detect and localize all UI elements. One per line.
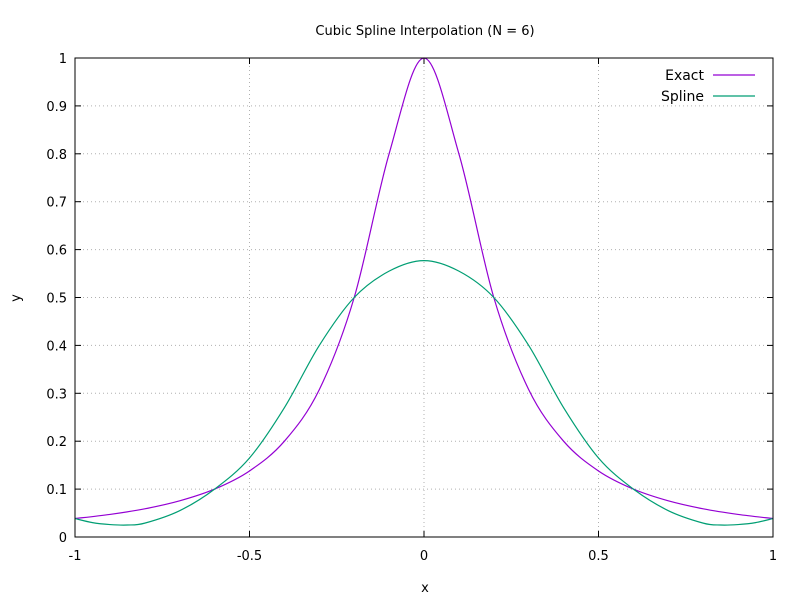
y-tick-label: 0.7: [46, 196, 67, 211]
y-tick-label: 0.2: [46, 435, 67, 450]
plot-frame: [74, 57, 774, 538]
x-tick-label: -0.5: [237, 549, 262, 564]
x-tick-label: 1: [769, 549, 777, 564]
y-tick-label: 0.4: [46, 339, 67, 354]
y-tick-label: 0.6: [46, 244, 67, 259]
chart-title: Cubic Spline Interpolation (N = 6): [315, 24, 534, 39]
tick-labels: 0 0.1 0.2 0.3 0.4 0.5 0.6 0.7 0.8 0.9 1 -1 -0.5 0 0.5 1: [46, 52, 777, 564]
y-tick-label: 0.8: [46, 148, 67, 163]
x-tick-label: -1: [69, 549, 82, 564]
x-axis-label: x: [421, 581, 429, 596]
y-tick-label: 0.1: [46, 483, 67, 498]
y-tick-label: 0.5: [46, 292, 67, 307]
grid-lines: [75, 58, 773, 537]
legend-label-spline: Spline: [661, 89, 704, 105]
series-line-exact: [74, 57, 774, 520]
y-tick-label: 0: [59, 531, 67, 546]
y-axis-label: y: [9, 294, 24, 302]
legend: Exact Spline: [661, 68, 755, 105]
y-tick-label: 0.3: [46, 387, 67, 402]
legend-label-exact: Exact: [665, 68, 704, 84]
series-line-spline: [74, 260, 774, 526]
x-tick-label: 0: [420, 549, 428, 564]
x-tick-label: 0.5: [588, 549, 609, 564]
y-tick-label: 0.9: [46, 100, 67, 115]
series-layer: [74, 57, 774, 526]
y-tick-label: 1: [59, 52, 67, 67]
